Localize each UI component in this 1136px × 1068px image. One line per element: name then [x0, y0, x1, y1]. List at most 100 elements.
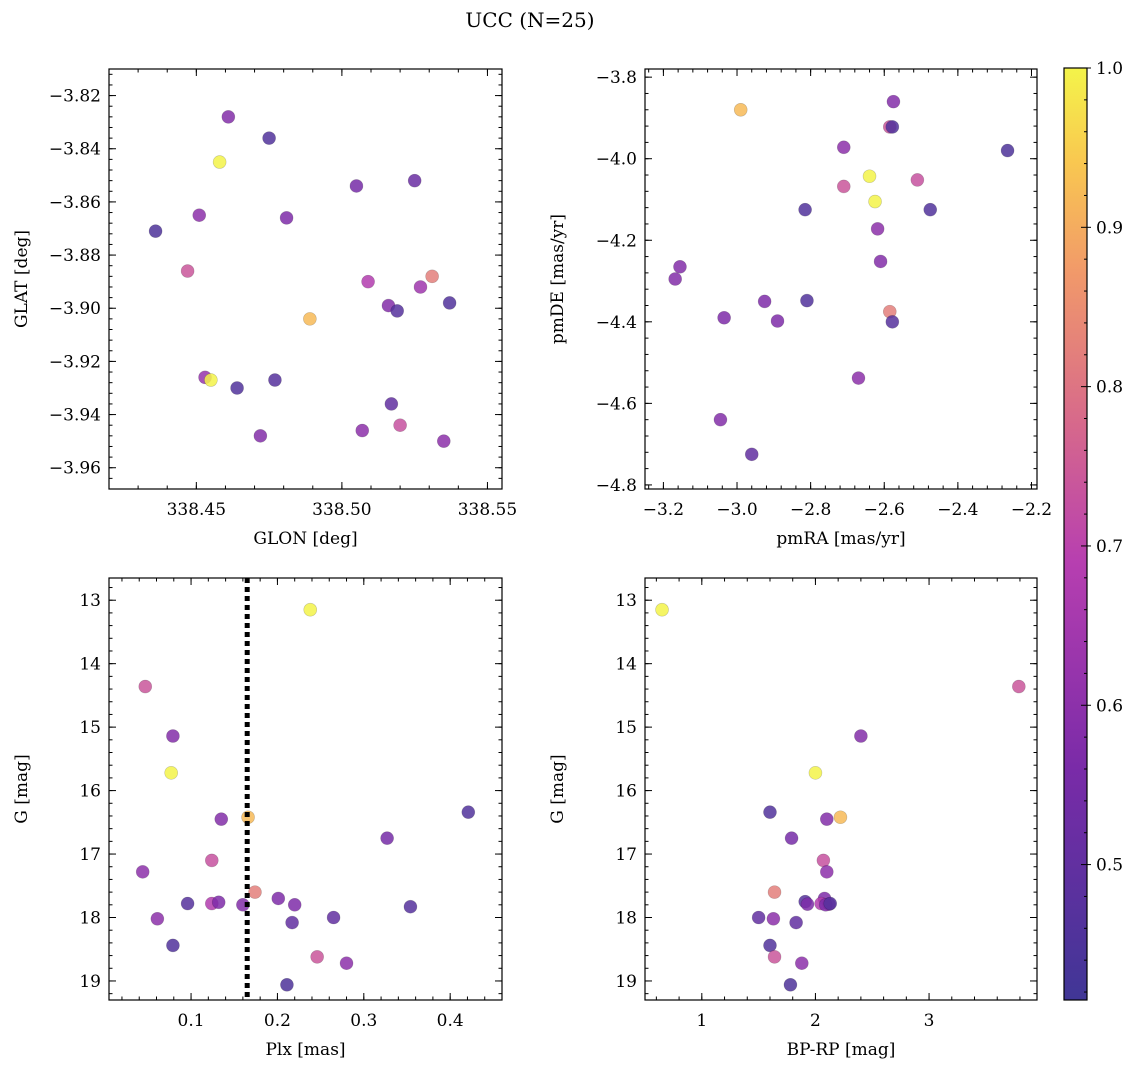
scatter-point — [668, 272, 682, 286]
scatter-point — [413, 280, 428, 294]
scatter-point — [180, 264, 195, 278]
scatter-point — [279, 211, 294, 225]
y-tick-label: −3.88 — [49, 246, 101, 266]
scatter-point — [1000, 143, 1015, 158]
y-tick-label: −3.92 — [49, 352, 101, 372]
scatter-point — [287, 898, 302, 912]
scatter-point — [757, 294, 772, 309]
scatter-point — [854, 729, 868, 743]
scatter-point — [230, 381, 244, 395]
scatter-point — [148, 224, 163, 238]
scatter-point — [819, 865, 834, 879]
x-tick-label: −2.4 — [937, 500, 978, 520]
axes-frame — [644, 577, 1038, 1001]
scatter-point — [798, 202, 812, 217]
scatter-point — [673, 259, 687, 274]
scatter-panel-3: 0.1 0.2 0.3 0.4 13 14 15 16 17 18 19 Plx [mas] G [ma… — [12, 577, 503, 1060]
scatter-point — [150, 911, 165, 926]
scatter-point — [135, 865, 150, 879]
axes-frame — [108, 577, 503, 1001]
scatter-point — [800, 293, 814, 308]
scatter-point — [436, 434, 451, 448]
scatter-point — [166, 938, 180, 953]
scatter-point — [816, 853, 831, 868]
y-tick-label: 17 — [615, 845, 637, 865]
scatter-point — [192, 208, 207, 223]
y-tick-label: 19 — [615, 972, 637, 992]
x-tick-label: 0.2 — [264, 1011, 291, 1031]
y-axis-label: G [mag] — [12, 754, 32, 823]
scatter-point — [442, 296, 457, 310]
y-tick-label: −4.8 — [596, 476, 637, 496]
scatter-point — [361, 274, 375, 289]
scatter-point — [380, 831, 394, 845]
colorbar-tick-label: 0.6 — [1096, 696, 1123, 716]
x-tick-label: 0.3 — [350, 1011, 377, 1031]
scatter-point — [833, 810, 848, 825]
x-axis-label: GLON [deg] — [253, 529, 357, 549]
scatter-point — [763, 938, 777, 953]
x-tick-label: −3.0 — [716, 500, 757, 520]
colorbar-tick-label: 0.9 — [1096, 218, 1123, 238]
scatter-point — [836, 140, 851, 155]
y-tick-label: −3.84 — [49, 140, 101, 160]
scatter-point — [461, 805, 476, 819]
x-tick-label: 3 — [924, 1011, 935, 1031]
scatter-point — [819, 812, 834, 826]
scatter-points — [668, 94, 1015, 462]
y-tick-label: −4.2 — [596, 231, 637, 251]
x-tick-label: −2.2 — [1011, 500, 1052, 520]
x-axis-label: pmRA [mas/yr] — [776, 529, 905, 549]
scatter-point — [271, 891, 286, 906]
scatter-point — [910, 173, 925, 187]
scatter-point — [713, 412, 728, 427]
scatter-point — [784, 831, 799, 845]
scatter-point — [403, 899, 418, 914]
scatter-point — [390, 304, 405, 318]
x-tick-label: 0.1 — [178, 1011, 205, 1031]
scatter-point — [767, 950, 782, 964]
y-axis-label: GLAT [deg] — [12, 230, 32, 328]
x-tick-label: 338.45 — [167, 500, 226, 520]
scatter-panel-2: −3.2 −3.0 −2.8 −2.6 −2.4 −2.2 −3.8 −4.0 −4.2 −4.4… — [548, 68, 1052, 549]
scatter-point — [763, 805, 777, 819]
scatter-point — [770, 314, 785, 328]
scatter-point — [868, 194, 882, 209]
scatter-point — [285, 915, 299, 930]
scatter-point — [751, 910, 766, 925]
y-tick-label: 16 — [79, 782, 101, 802]
x-tick-label: −3.2 — [643, 500, 684, 520]
scatter-point — [425, 269, 439, 284]
axes-frame — [644, 68, 1038, 490]
y-tick-label: 15 — [615, 718, 637, 738]
y-tick-label: 17 — [79, 845, 101, 865]
scatter-point — [303, 312, 317, 326]
scatter-point — [248, 885, 262, 899]
y-tick-label: 13 — [615, 591, 637, 611]
y-tick-label: 19 — [79, 972, 101, 992]
scatter-point — [767, 885, 782, 899]
colorbar-tick-label: 0.7 — [1096, 537, 1123, 557]
y-axis-label: G [mag] — [548, 754, 568, 823]
scatter-point — [783, 977, 798, 992]
scatter-point — [886, 94, 901, 109]
scatter-panel-4: 1 2 3 13 14 15 16 17 18 19 BP-RP [mag] G [mag] — [548, 577, 1038, 1060]
scatter-points — [135, 578, 476, 1000]
scatter-point — [873, 254, 888, 269]
scatter-point — [808, 766, 823, 780]
x-tick-label: 0.4 — [437, 1011, 464, 1031]
scatter-point — [164, 766, 178, 780]
scatter-point — [221, 110, 236, 124]
scatter-point — [326, 910, 341, 925]
y-axis-label: pmDE [mas/yr] — [548, 214, 568, 344]
colorbar-tick-label: 0.5 — [1096, 856, 1123, 876]
scatter-point — [717, 310, 731, 325]
scatter-point — [138, 679, 153, 694]
scatter-point — [355, 423, 370, 438]
scatter-point — [794, 956, 809, 970]
scatter-point — [836, 179, 851, 194]
colorbar-tick-label: 1.0 — [1096, 59, 1123, 79]
scatter-point — [923, 202, 938, 217]
scatter-point — [851, 371, 866, 385]
